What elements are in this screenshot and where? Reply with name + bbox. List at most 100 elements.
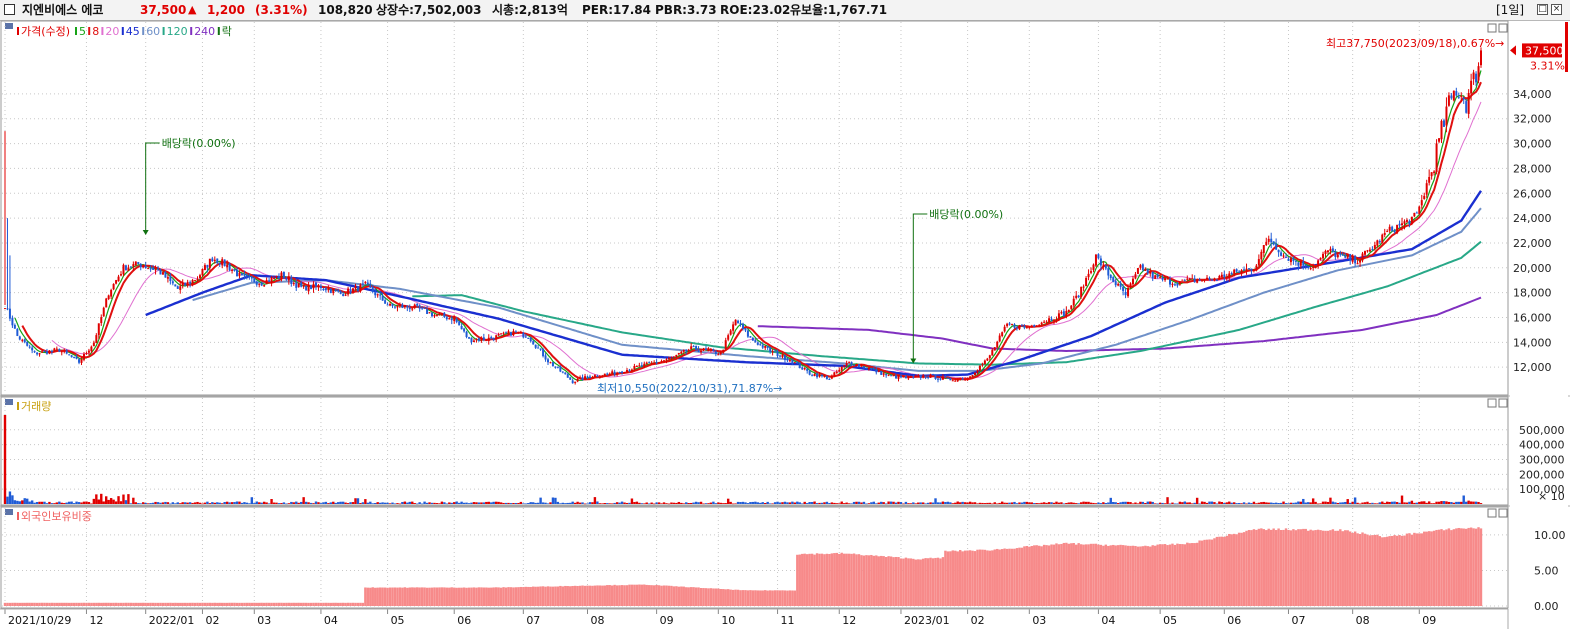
foreign-bar <box>875 555 878 606</box>
foreign-bar <box>485 587 488 606</box>
candle-body <box>1477 66 1480 81</box>
volume-bar <box>258 502 261 504</box>
foreign-bar <box>959 550 962 606</box>
foreign-bar <box>1260 528 1263 606</box>
annotations: 배당락(0.00%)배당락(0.00%)최고37,750(2023/09/18)… <box>142 37 1504 395</box>
candle-body <box>1381 234 1384 244</box>
candle-body <box>969 376 972 379</box>
volume-bar <box>216 502 219 504</box>
foreign-bar <box>317 602 320 606</box>
candle-body <box>840 367 843 371</box>
candle-body <box>337 290 340 292</box>
volume-bar <box>1383 502 1386 504</box>
candle-body <box>426 309 429 314</box>
foreign-bar <box>287 602 291 606</box>
candle-body <box>1438 138 1441 142</box>
foreign-bar <box>309 602 313 606</box>
foreign-bar <box>1418 533 1421 606</box>
volume-panel-minimize-icon[interactable] <box>1487 398 1497 408</box>
candle-body <box>45 351 48 354</box>
foreign-bar <box>677 586 681 606</box>
volume-bar <box>1146 501 1149 504</box>
foreign-bar <box>97 602 100 606</box>
foreign-bar <box>512 587 515 606</box>
foreign-bar <box>1408 533 1411 606</box>
volume-bar <box>211 502 214 504</box>
volume-bar <box>188 502 192 504</box>
price-panel-close-icon[interactable] <box>1498 23 1508 33</box>
foreign-bar <box>951 550 954 606</box>
candle-body <box>983 360 986 365</box>
volume-panel-close-icon[interactable] <box>1498 398 1508 408</box>
volume-bar <box>112 499 115 504</box>
candle-body <box>858 364 861 367</box>
candle-body <box>460 325 463 330</box>
maximize-icon[interactable]: □ <box>1537 4 1548 15</box>
volume-bar <box>766 501 769 504</box>
candle-body <box>1240 270 1243 273</box>
volume-bar <box>1373 503 1377 504</box>
period-selector[interactable]: [1일] <box>1496 3 1525 17</box>
candle-body <box>117 276 120 282</box>
candle-body <box>292 283 295 285</box>
candle-body <box>38 353 41 355</box>
volume-bar <box>1161 502 1164 504</box>
volume-bar <box>383 502 387 504</box>
candle-body <box>314 282 317 287</box>
candle-body <box>576 378 579 382</box>
candle-body <box>495 335 498 339</box>
foreign-bar <box>1450 530 1453 606</box>
foreign-bar <box>183 602 187 606</box>
foreign-bar <box>1368 535 1372 606</box>
candle-body <box>369 283 372 288</box>
candle-body <box>213 259 216 261</box>
candle-body <box>936 378 939 380</box>
candle-body <box>601 375 604 377</box>
foreign-bar <box>1319 530 1322 606</box>
foreign-bar <box>564 585 567 606</box>
foreign-bar <box>1287 529 1290 606</box>
candle-body <box>544 355 547 360</box>
stock-name[interactable]: 지엔비에스 에코 <box>22 3 104 17</box>
foreign-bar <box>1247 529 1251 606</box>
candle-body <box>1252 269 1255 271</box>
volume-bar <box>1072 502 1075 504</box>
candle-body <box>756 342 759 345</box>
volume-panel-icon[interactable] <box>5 399 13 405</box>
foreign-panel-minimize-icon[interactable] <box>1487 508 1497 518</box>
price-panel-minimize-icon[interactable] <box>1487 23 1497 33</box>
foreign-bar <box>961 551 964 606</box>
foreign-panel-close-icon[interactable] <box>1498 508 1508 518</box>
volume-bar <box>667 503 671 505</box>
volume-bar <box>1326 501 1330 504</box>
candle-body <box>324 288 327 291</box>
volume-bar <box>77 502 81 504</box>
select-checkbox[interactable] <box>4 4 15 15</box>
foreign-bar <box>1013 548 1016 606</box>
foreign-bar <box>60 602 63 606</box>
volume-bar <box>1460 501 1463 504</box>
volume-bar <box>880 501 883 504</box>
volume-bar <box>1015 503 1019 504</box>
candle-body <box>737 320 740 324</box>
foreign-bar <box>494 587 498 606</box>
foreign-bar <box>127 602 130 606</box>
candlesticks <box>4 47 1482 385</box>
volume-bar <box>1344 501 1347 504</box>
foreign-panel-icon[interactable] <box>5 509 13 515</box>
foreign-bar <box>497 587 500 606</box>
foreign-bar <box>258 602 261 606</box>
candle-body <box>161 272 164 275</box>
candle-body <box>1057 313 1060 319</box>
volume-bar <box>643 503 646 505</box>
candle-body <box>1480 50 1482 66</box>
volume-bar <box>677 501 681 504</box>
volume-bar <box>277 503 281 504</box>
close-icon[interactable]: × <box>1551 4 1562 15</box>
candle-body <box>825 375 828 380</box>
volume-bar <box>181 502 184 504</box>
volume-bar <box>675 502 678 504</box>
candle-body <box>490 337 493 339</box>
price-panel-icon[interactable] <box>5 23 13 29</box>
foreign-bar <box>857 554 861 606</box>
